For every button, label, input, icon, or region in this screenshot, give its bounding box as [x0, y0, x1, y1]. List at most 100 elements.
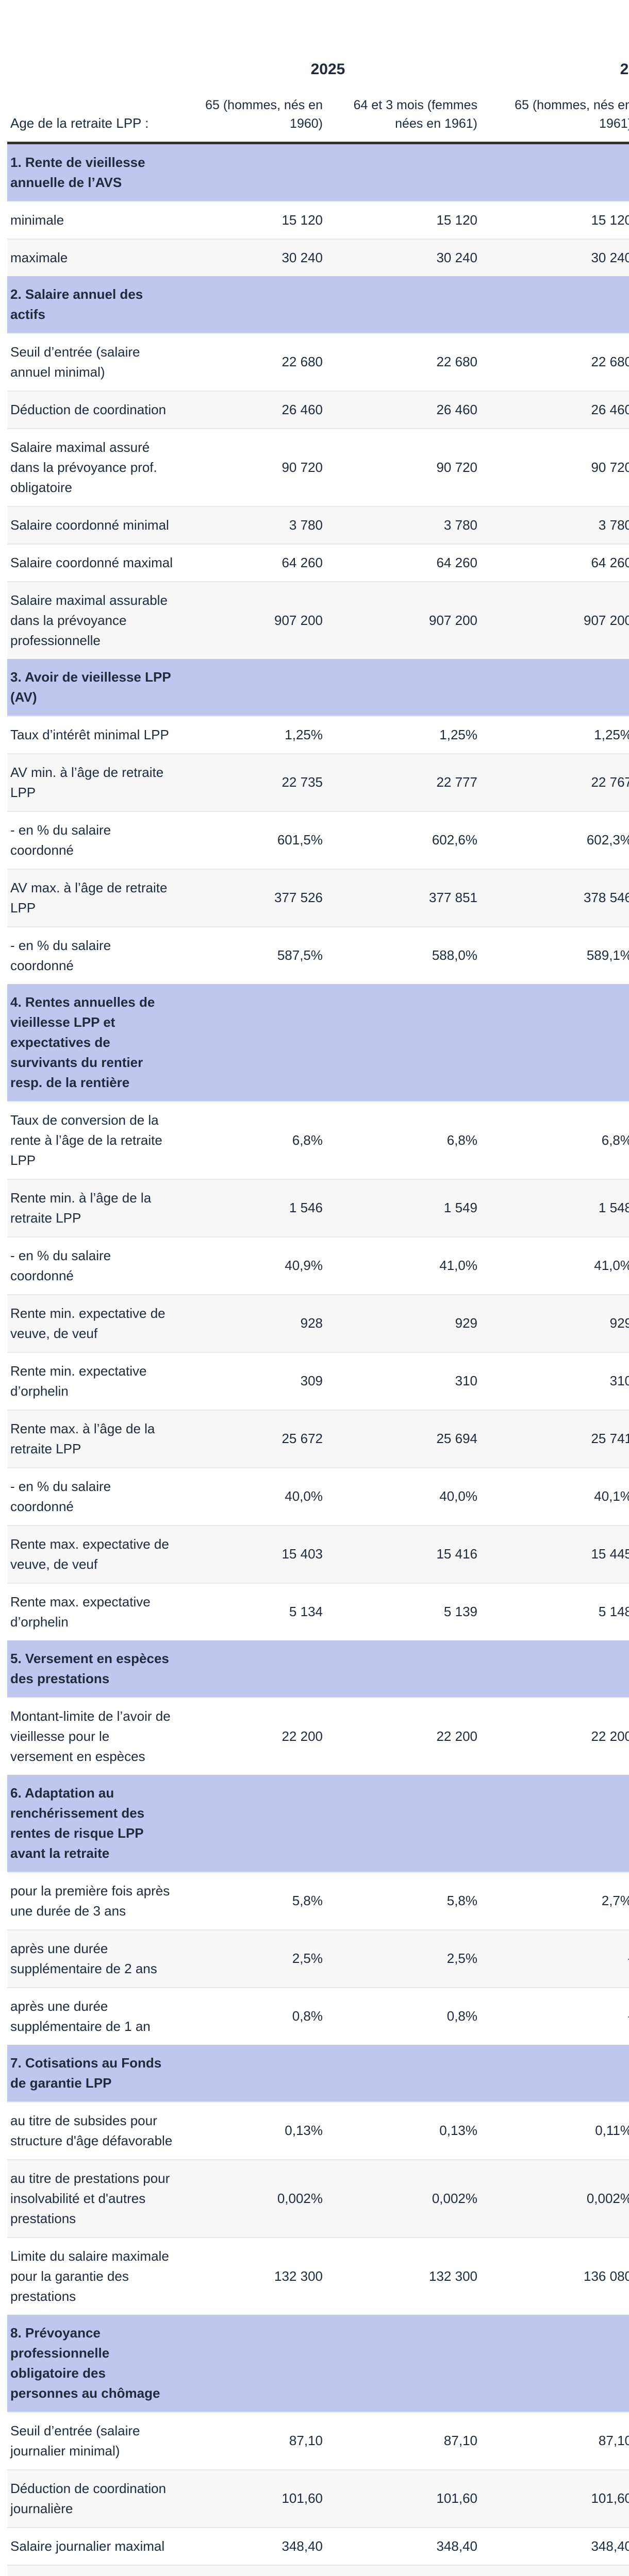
section-title: 7. Cotisations au Fonds de garantie LPP — [7, 2044, 177, 2102]
header-rule — [7, 141, 629, 145]
row-label: Salaire maximal assurable dans la prévoy… — [7, 581, 177, 659]
row-label: Taux d’intérêt minimal LPP — [7, 715, 177, 754]
row-value: 348,40 — [487, 2527, 629, 2565]
section-header-row: 4. Rentes annuelles de vieillesse LPP et… — [7, 984, 629, 1101]
section-header-blank — [177, 984, 332, 1101]
row-value: 30 240 — [177, 238, 332, 276]
row-value: 0,13% — [332, 2101, 487, 2160]
section-title: 2. Salaire annuel des actifs — [7, 276, 177, 333]
row-value: 64 260 — [487, 543, 629, 582]
row-value: 15 120 — [177, 200, 332, 239]
row-value: 25 741 — [487, 1409, 629, 1468]
row-label: - en % du salaire coordonné — [7, 926, 177, 984]
row-value: 1 546 — [177, 1178, 332, 1237]
retirement-age-label: Age de la retraite LPP : — [10, 115, 149, 131]
row-value: 132 300 — [177, 2236, 332, 2315]
row-value: 928 — [177, 1294, 332, 1352]
row-value: 5,8% — [332, 1871, 487, 1930]
row-value: 25 672 — [177, 1409, 332, 1468]
section-header-blank — [332, 658, 487, 716]
row-label: Salaire journalier coordonné minimal — [7, 2564, 177, 2576]
section-title: 6. Adaptation au renchérissement des ren… — [7, 1774, 177, 1872]
lpp-parameters-table: 2025 2026 Age de la retraite LPP : 65 (h… — [7, 61, 629, 2576]
row-value: 589,1% — [487, 926, 629, 984]
row-label: Salaire coordonné minimal — [7, 505, 177, 544]
row-value: 22 200 — [177, 1697, 332, 1775]
row-value: 929 — [487, 1294, 629, 1352]
row-label: Rente max. expectative de veuve, de veuf — [7, 1524, 177, 1583]
section-header-blank — [487, 2314, 629, 2412]
row-value: 601,5% — [177, 810, 332, 869]
row-value: 40,0% — [332, 1467, 487, 1526]
table-row: Déduction de coordination 26 460 26 460 26 … — [7, 390, 629, 429]
section-header-blank — [177, 2044, 332, 2102]
row-label: au titre de subsides pour structure d'âg… — [7, 2101, 177, 2160]
row-label: AV min. à l’âge de retraite LPP — [7, 753, 177, 811]
row-value: 348,40 — [332, 2527, 487, 2565]
table-row: Rente max. à l’âge de la retraite LPP 25 … — [7, 1409, 629, 1468]
row-value: 1,25% — [332, 715, 487, 754]
section-title: 5. Versement en espèces des prestations — [7, 1640, 177, 1698]
section-header-blank — [177, 144, 332, 201]
year-header-2026: 2026 — [620, 61, 629, 78]
row-value: 378 546 — [487, 868, 629, 927]
row-value: 22 200 — [332, 1697, 487, 1775]
row-label: pour la première fois après une durée de… — [7, 1871, 177, 1930]
year-header-2025: 2025 — [310, 61, 345, 78]
table-row: - en % du salaire coordonné 601,5% 602,6% 6… — [7, 810, 629, 869]
row-label: Rente max. expectative d’orphelin — [7, 1582, 177, 1640]
row-value: 0,002% — [177, 2159, 332, 2238]
table-row: - en % du salaire coordonné 40,9% 41,0% 41,… — [7, 1236, 629, 1295]
section-title: 8. Prévoyance professionnelle obligatoir… — [7, 2314, 177, 2412]
section-header-blank — [487, 144, 629, 201]
section-header-row: 7. Cotisations au Fonds de garantie LPP — [7, 2044, 629, 2102]
year-header-row: 2025 2026 — [7, 61, 629, 96]
row-value: 907 200 — [177, 581, 332, 659]
row-value: 3 780 — [487, 505, 629, 544]
row-value: - — [487, 1987, 629, 2045]
section-header-row: 1. Rente de vieillesse annuelle de l’AVS — [7, 144, 629, 201]
section-header-blank — [487, 2044, 629, 2102]
table-row: Salaire journalier coordonné minimal14,5… — [7, 2564, 629, 2576]
row-label: Salaire journalier maximal — [7, 2527, 177, 2565]
row-label: au titre de prestations pour insolvabili… — [7, 2159, 177, 2238]
section-header-blank — [332, 2314, 487, 2412]
row-value: - — [487, 1929, 629, 1988]
section-header-blank — [487, 984, 629, 1101]
table-row: - en % du salaire coordonné 40,0% 40,0% 40,… — [7, 1467, 629, 1526]
column-header-2: 65 (hommes, nés en 1961) — [515, 98, 629, 131]
row-value: 40,1% — [487, 1467, 629, 1526]
row-label: Salaire coordonné maximal — [7, 543, 177, 582]
section-header-blank — [332, 984, 487, 1101]
row-value: 0,002% — [332, 2159, 487, 2238]
row-value: 0,8% — [332, 1987, 487, 2045]
row-value: 15 120 — [332, 200, 487, 239]
table-row: Salaire maximal assuré dans la prévoyanc… — [7, 428, 629, 506]
section-title: 4. Rentes annuelles de vieillesse LPP et… — [7, 984, 177, 1101]
row-value: 132 300 — [332, 2236, 487, 2315]
row-value: 22 767 — [487, 753, 629, 811]
row-value: 1,25% — [177, 715, 332, 754]
table-row: Rente max. expectative de veuve, de veuf… — [7, 1524, 629, 1583]
row-value: 2,7% — [487, 1871, 629, 1930]
row-value: 310 — [487, 1351, 629, 1410]
row-value: 5,8% — [177, 1871, 332, 1930]
row-value: 1 548 — [487, 1178, 629, 1237]
row-value: 1 549 — [332, 1178, 487, 1237]
section-header-blank — [487, 658, 629, 716]
table-row: Seuil d’entrée (salaire annuel minimal) 2… — [7, 332, 629, 391]
row-value: 929 — [332, 1294, 487, 1352]
table-row: Seuil d’entrée (salaire journalier minim… — [7, 2411, 629, 2470]
table-row: pour la première fois après une durée de… — [7, 1871, 629, 1930]
table-body: 1. Rente de vieillesse annuelle de l’AVS… — [7, 144, 629, 2576]
row-value: 15 416 — [332, 1524, 487, 1583]
row-label: après une durée supplémentaire de 1 an — [7, 1987, 177, 2045]
table-row: Limite du salaire maximale pour la garan… — [7, 2236, 629, 2315]
row-value: 0,13% — [177, 2101, 332, 2160]
row-value: 64 260 — [332, 543, 487, 582]
section-header-blank — [487, 1640, 629, 1698]
table-header: 2025 2026 Age de la retraite LPP : 65 (h… — [7, 61, 629, 145]
row-value: 40,0% — [177, 1467, 332, 1526]
row-label: Déduction de coordination — [7, 390, 177, 429]
